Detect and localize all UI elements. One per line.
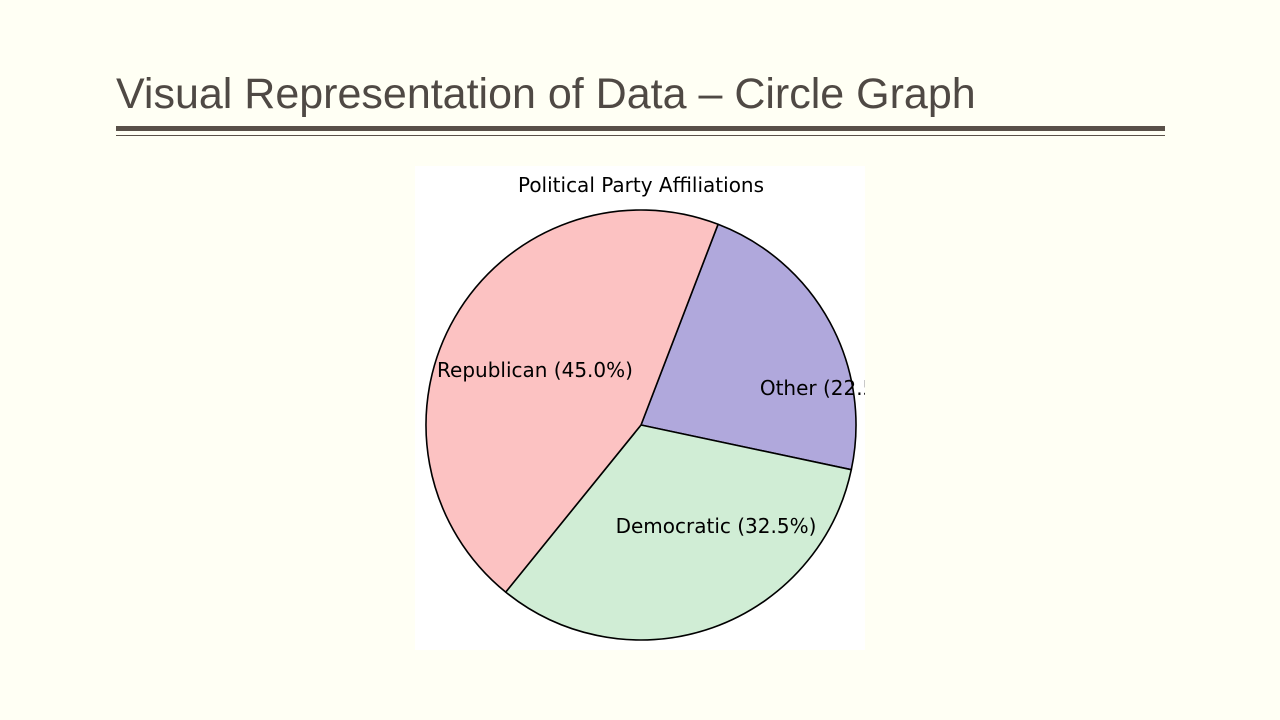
slice-label-democratic: Democratic (32.5%) (616, 514, 817, 538)
title-underline-thick (116, 126, 1165, 131)
pie-labels: Other (22.5%) Democratic (32.5%) Republica… (437, 358, 865, 538)
pie-slice-republican (425, 209, 719, 593)
slide-title: Visual Representation of Data – Circle G… (116, 70, 976, 118)
pie-chart-panel: Political Party Affiliations Other (22.5… (415, 166, 865, 650)
chart-title: Political Party Affiliations (518, 173, 764, 197)
title-underline-thin (116, 135, 1165, 136)
slice-label-republican: Republican (45.0%) (437, 358, 633, 382)
slice-label-other: Other (22.5%) (760, 376, 865, 400)
pie-chart: Political Party Affiliations Other (22.5… (425, 173, 865, 641)
pie-slice-democratic (504, 424, 853, 641)
pie-slices (425, 209, 857, 641)
